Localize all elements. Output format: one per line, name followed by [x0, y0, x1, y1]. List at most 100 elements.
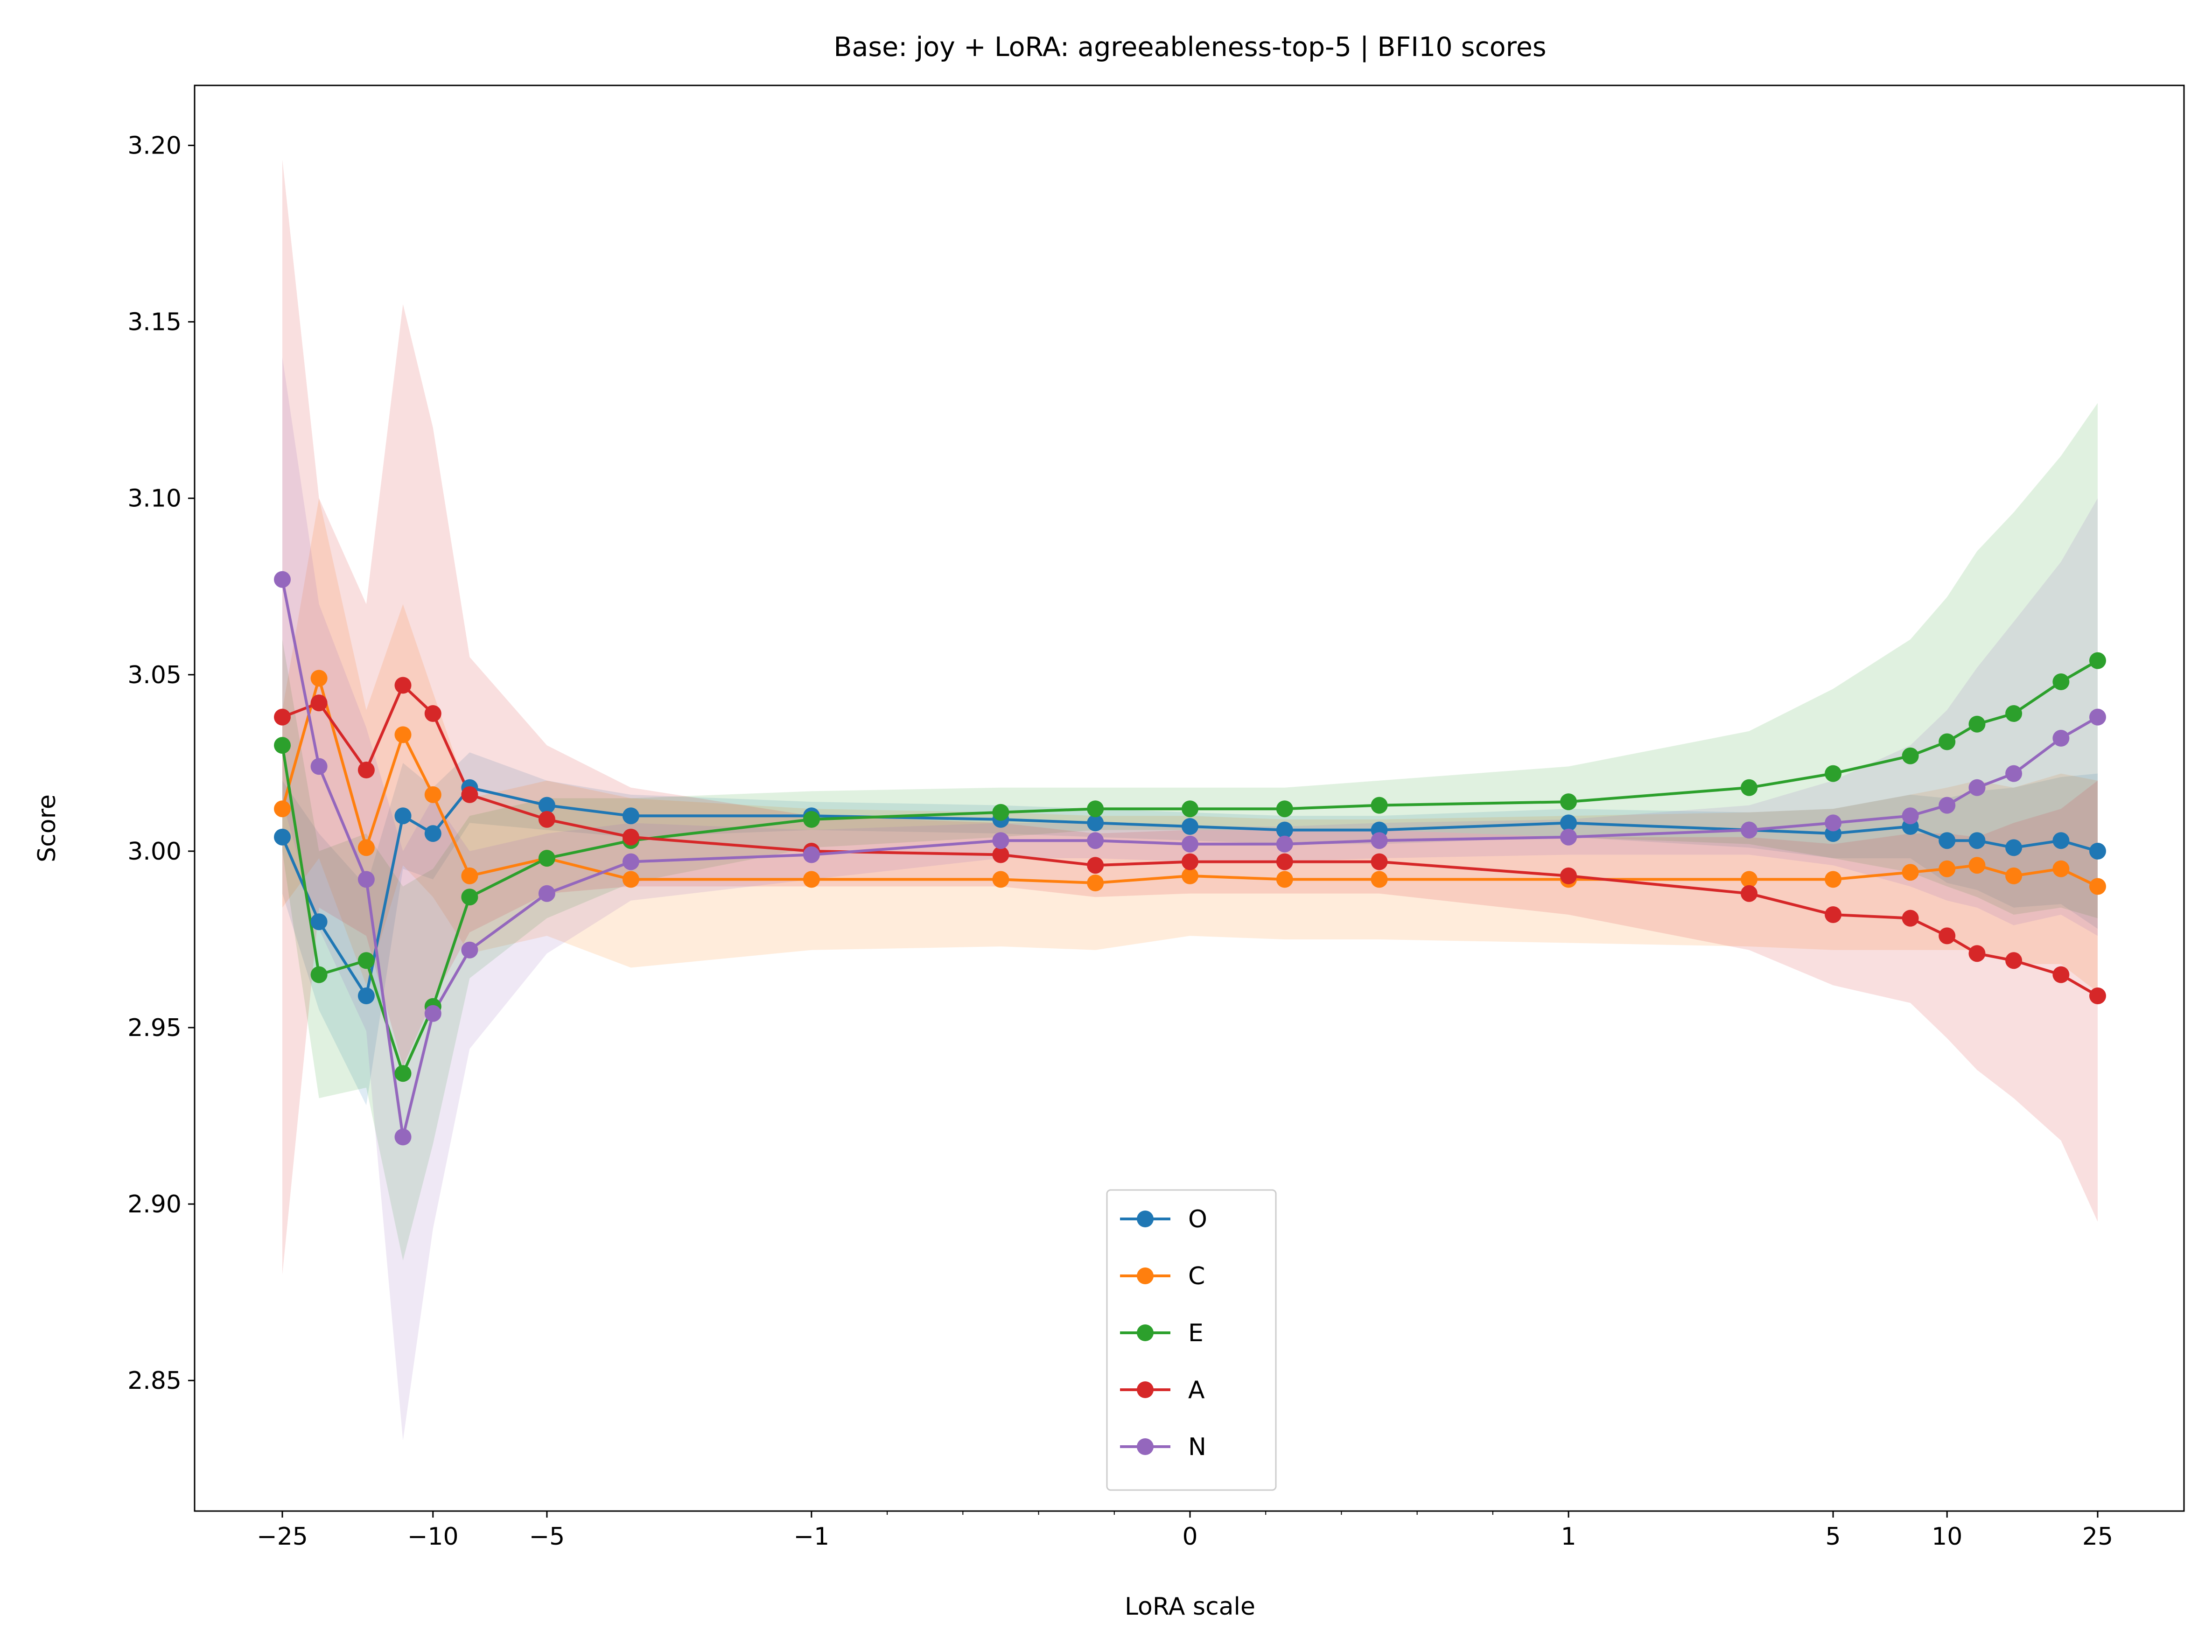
point-e: [1741, 779, 1758, 796]
legend-box: [1106, 1189, 1277, 1491]
point-c: [1968, 857, 1986, 874]
point-c: [2052, 860, 2070, 877]
point-a: [1276, 853, 1293, 870]
x-tick-label: 1: [1561, 1523, 1576, 1551]
point-e: [1182, 800, 1198, 818]
x-tick-label: −10: [407, 1523, 459, 1551]
legend-label-a: A: [1188, 1376, 1205, 1404]
point-e: [2089, 652, 2106, 669]
x-tick-label: 25: [2082, 1523, 2113, 1551]
point-n: [1560, 828, 1577, 846]
chart-title: Base: joy + LoRA: agreeableness-top-5 | …: [833, 32, 1546, 63]
point-a: [357, 762, 375, 778]
legend-marker-e: [1137, 1324, 1154, 1341]
point-n: [1371, 832, 1388, 849]
point-n: [274, 571, 291, 588]
point-a: [310, 694, 328, 712]
point-a: [274, 708, 291, 726]
point-o: [1968, 832, 1986, 849]
point-e: [394, 1065, 412, 1082]
y-tick-label: 3.00: [127, 838, 182, 866]
point-a: [1968, 945, 1986, 962]
point-a: [1902, 910, 1919, 927]
point-o: [357, 987, 375, 1004]
band-c: [282, 498, 2098, 993]
point-a: [1182, 853, 1198, 870]
point-c: [357, 839, 375, 856]
point-a: [2005, 952, 2023, 969]
point-e: [461, 889, 478, 906]
point-a: [1371, 853, 1388, 870]
x-tick-label: −5: [529, 1523, 565, 1551]
point-n: [2052, 729, 2070, 747]
y-tick-label: 3.10: [127, 485, 182, 513]
series-points: [274, 571, 2106, 1146]
legend-entries: O C E A N: [1120, 1205, 1207, 1461]
band-o: [282, 752, 2098, 1106]
y-axis: 2.85 2.90 2.95 3.00 3.05 3.10 3.15 3.20: [127, 132, 195, 1395]
point-o: [1276, 821, 1293, 839]
point-o: [1560, 814, 1577, 832]
point-a: [461, 786, 478, 803]
point-n: [1968, 779, 1986, 796]
point-n: [992, 832, 1009, 849]
point-a: [1939, 927, 1956, 945]
point-c: [394, 726, 412, 743]
point-n: [622, 853, 639, 870]
point-o: [424, 825, 441, 842]
point-n: [538, 885, 555, 902]
point-e: [1902, 747, 1919, 764]
x-axis-label: LoRA scale: [1125, 1593, 1255, 1621]
y-tick-label: 2.90: [127, 1190, 182, 1218]
point-c: [2005, 867, 2023, 884]
x-tick-label: 5: [1826, 1523, 1841, 1551]
point-o: [1182, 818, 1198, 835]
y-axis-label: Score: [33, 794, 61, 862]
point-e: [538, 850, 555, 867]
point-e: [274, 737, 291, 754]
point-o: [2089, 842, 2106, 860]
x-tick-label: 0: [1182, 1523, 1197, 1551]
point-c: [1276, 871, 1293, 888]
legend-label-n: N: [1188, 1433, 1206, 1461]
point-c: [1939, 860, 1956, 877]
point-e: [1825, 765, 1842, 782]
point-n: [1902, 807, 1919, 825]
point-e: [1371, 797, 1388, 814]
point-o: [1939, 832, 1956, 849]
point-o: [2052, 832, 2070, 849]
point-e: [803, 811, 820, 828]
point-n: [1087, 832, 1104, 849]
y-tick-label: 3.05: [127, 661, 182, 689]
band-n: [282, 357, 2098, 1441]
point-n: [1276, 835, 1293, 853]
point-c: [1741, 871, 1758, 888]
legend-marker-n: [1137, 1438, 1154, 1455]
point-c: [2089, 878, 2106, 895]
point-o: [274, 828, 291, 846]
point-c: [992, 871, 1009, 888]
point-e: [357, 952, 375, 969]
point-n: [1182, 835, 1198, 853]
point-c: [461, 867, 478, 884]
point-n: [310, 758, 328, 775]
point-e: [1560, 793, 1577, 811]
point-c: [803, 871, 820, 888]
y-tick-label: 2.85: [127, 1367, 182, 1395]
point-c: [622, 871, 639, 888]
point-n: [357, 871, 375, 888]
point-o: [622, 807, 639, 825]
y-tick-label: 3.20: [127, 132, 182, 160]
point-a: [992, 846, 1009, 863]
point-e: [992, 804, 1009, 821]
point-a: [1741, 885, 1758, 902]
point-a: [2052, 966, 2070, 983]
point-c: [1087, 875, 1104, 891]
point-o: [394, 807, 412, 825]
legend-marker-a: [1137, 1381, 1154, 1398]
point-e: [2052, 673, 2070, 690]
point-o: [310, 913, 328, 931]
point-e: [2005, 705, 2023, 722]
point-c: [1182, 867, 1198, 884]
